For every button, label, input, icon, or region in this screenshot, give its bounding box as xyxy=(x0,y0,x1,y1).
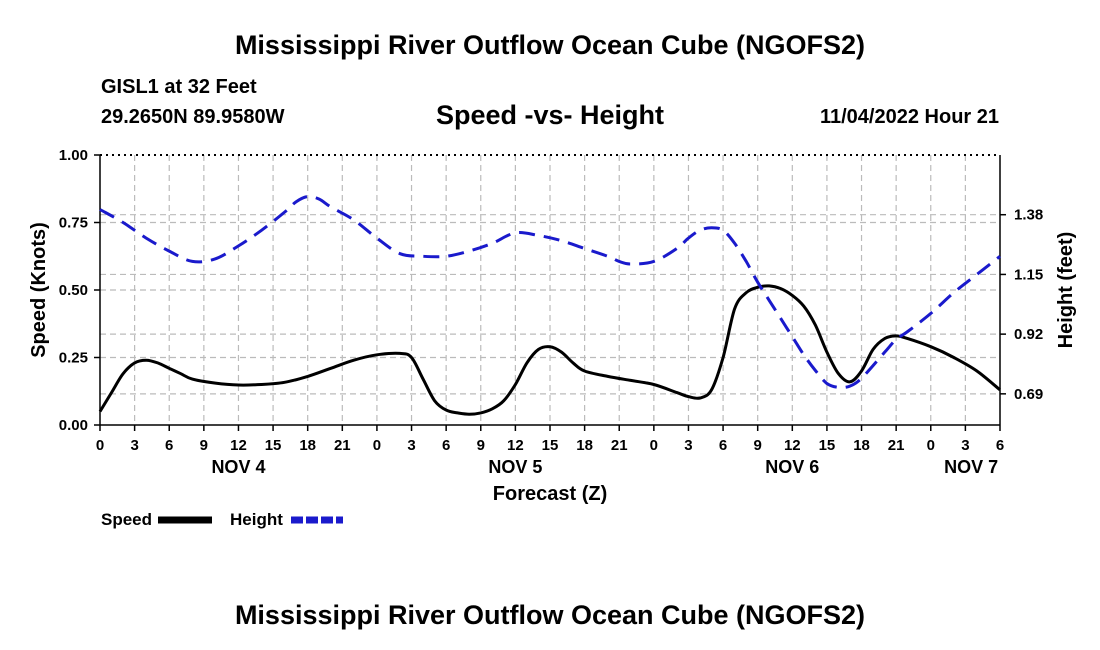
series-line-height xyxy=(99,194,1001,390)
y2-tick-label: 0.69 xyxy=(1014,386,1043,403)
x-tick-label: 0 xyxy=(927,437,935,454)
x-tick-label: 3 xyxy=(684,437,692,454)
x-tick-label: 3 xyxy=(961,437,969,454)
x-tick-label: 9 xyxy=(477,437,485,454)
station-coordinates: 29.2650N 89.9580W xyxy=(101,106,285,128)
x-tick-label: 21 xyxy=(611,437,628,454)
y-tick-label: 0.50 xyxy=(59,282,88,299)
y-tick-label: 0.75 xyxy=(59,215,88,232)
legend-label-height: Height xyxy=(230,510,283,529)
x-tick-label: 0 xyxy=(650,437,658,454)
x-tick-label: 18 xyxy=(299,437,316,454)
y-axis-label: Speed (Knots) xyxy=(28,222,50,358)
x-tick-label: 12 xyxy=(507,437,524,454)
x-tick-label: 6 xyxy=(165,437,173,454)
station-label: GISL1 at 32 Feet xyxy=(101,76,257,98)
x-tick-label: 15 xyxy=(542,437,559,454)
x-tick-label: 6 xyxy=(996,437,1004,454)
x-tick-label: 3 xyxy=(130,437,138,454)
x-tick-label: 21 xyxy=(334,437,351,454)
x-tick-label: 3 xyxy=(407,437,415,454)
x-tick-label: 15 xyxy=(819,437,836,454)
day-label: NOV 5 xyxy=(488,457,542,477)
chart-title: Mississippi River Outflow Ocean Cube (NG… xyxy=(234,30,866,60)
x-tick-label: 12 xyxy=(230,437,247,454)
x-tick-label: 0 xyxy=(373,437,381,454)
y2-tick-label: 0.92 xyxy=(1014,326,1043,343)
x-axis-label: Forecast (Z) xyxy=(493,483,607,505)
x-tick-label: 9 xyxy=(200,437,208,454)
x-tick-label: 15 xyxy=(265,437,282,454)
x-tick-label: 6 xyxy=(442,437,450,454)
legend-label-speed: Speed xyxy=(101,510,152,529)
x-tick-label: 9 xyxy=(754,437,762,454)
y2-tick-label: 1.38 xyxy=(1014,207,1043,224)
y2-axis-label: Height (feet) xyxy=(1055,232,1077,349)
y-tick-label: 0.00 xyxy=(59,417,88,434)
x-tick-label: 0 xyxy=(96,437,104,454)
day-label: NOV 4 xyxy=(211,457,265,477)
x-tick-label: 21 xyxy=(888,437,905,454)
forecast-datetime: 11/04/2022 Hour 21 xyxy=(819,106,999,128)
x-tick-label: 18 xyxy=(853,437,870,454)
day-label: NOV 6 xyxy=(765,457,819,477)
y-tick-label: 0.25 xyxy=(59,350,88,367)
speed-height-chart: 0 3 6 9 12 15 18 21 0 3 6 9 12 15 18 21 0 3 6 9 12 15 18 21 0 3 6 N… xyxy=(28,147,1077,529)
y-tick-label: 1.00 xyxy=(59,147,88,164)
footer-title: Mississippi River Outflow Ocean Cube (NG… xyxy=(234,600,866,630)
series-line-speed xyxy=(98,284,1001,416)
x-tick-label: 12 xyxy=(784,437,801,454)
x-tick-label: 6 xyxy=(719,437,727,454)
y2-tick-label: 1.15 xyxy=(1014,266,1043,283)
chart-subtitle: Speed -vs- Height xyxy=(435,100,665,130)
day-label: NOV 7 xyxy=(944,457,998,477)
x-tick-label: 18 xyxy=(576,437,593,454)
